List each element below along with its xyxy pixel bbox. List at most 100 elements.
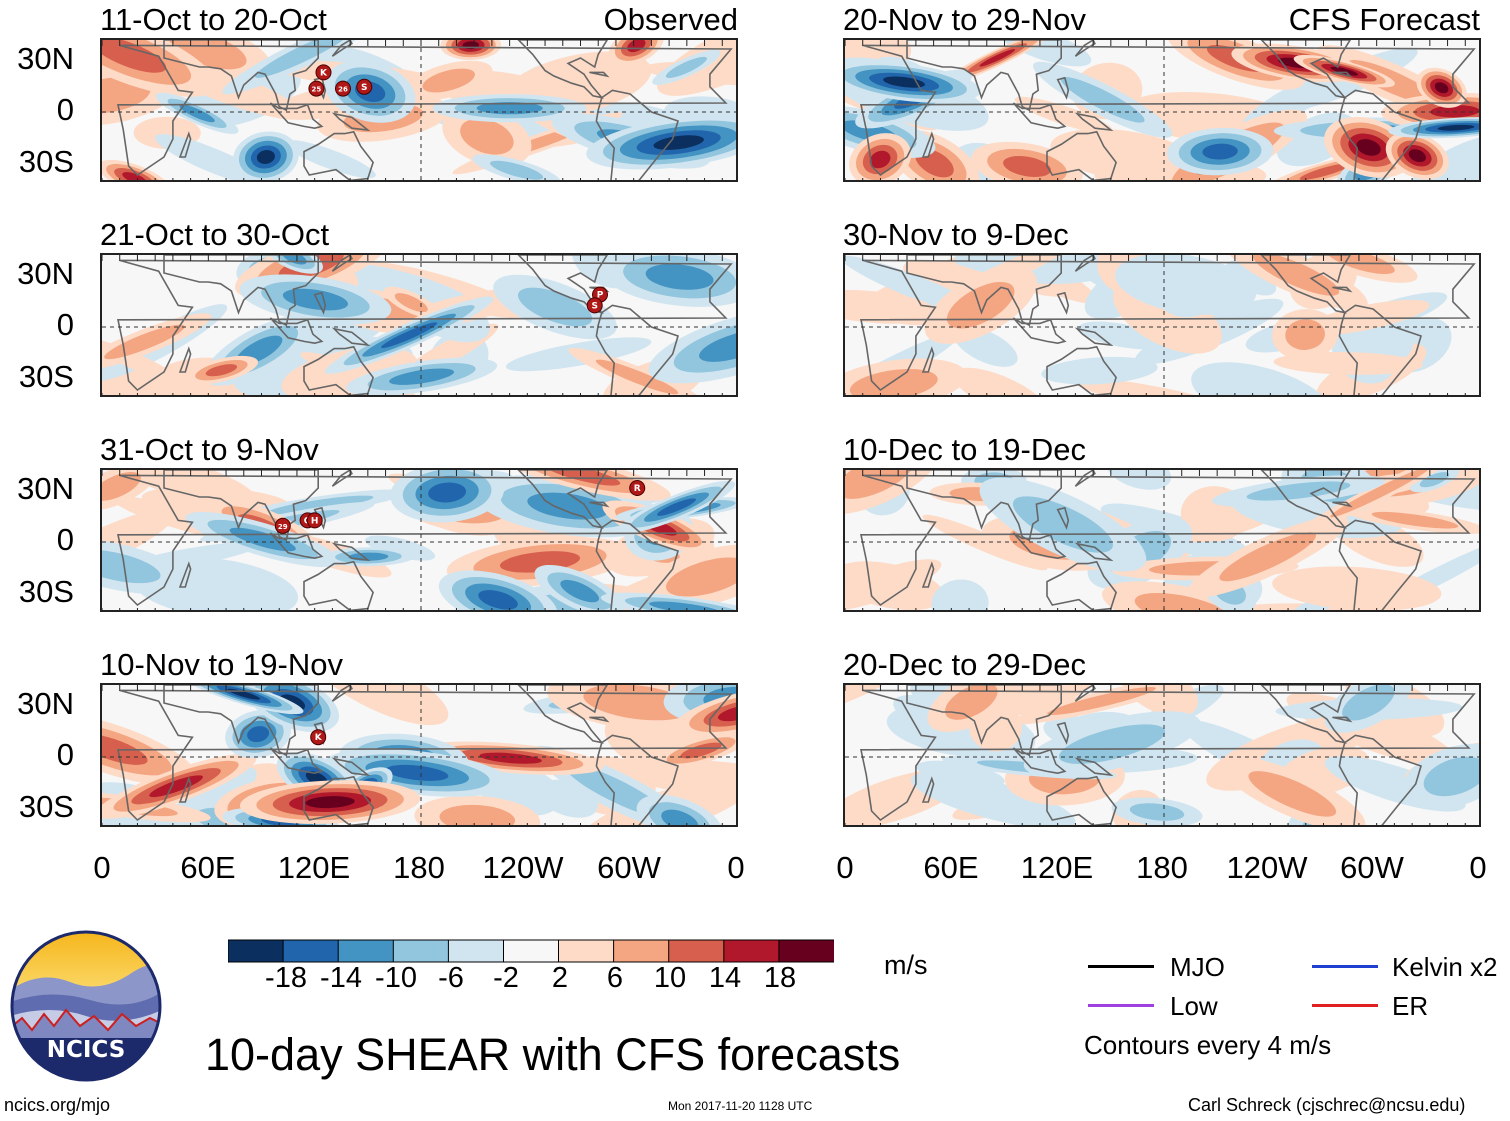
coastline [1332,716,1353,723]
shear-anomaly-contour [869,150,891,169]
coastline [1260,255,1352,314]
coastline [1012,317,1067,345]
footer-url[interactable]: ncics.org/mjo [4,1095,111,1115]
coastline [860,474,1476,607]
x-tick: 60W [597,850,661,885]
map-fcst-4 [843,683,1481,827]
coastline [331,112,371,132]
panel-title-obs-1: 11-Oct to 20-Oct [100,2,327,37]
coastline [303,130,374,180]
colorbar-tick: -14 [320,962,362,994]
coastline [906,470,1062,542]
shear-anomaly-contour [1330,66,1359,76]
coastline [1074,40,1096,57]
x-tick: 120W [1226,850,1308,885]
y-tick-30n: 30N [17,256,74,291]
shear-anomaly-contour [102,362,210,395]
y-tick-30s: 30S [18,144,74,179]
shear-anomaly-contour [229,527,296,552]
y-tick-30n: 30N [17,471,74,506]
tropical-cyclone-marker: S [356,78,373,95]
shear-anomaly-contour [849,368,938,395]
shear-anomaly-contour [428,482,467,503]
shear-anomaly-contour [256,150,275,164]
coastline [178,131,192,158]
shear-anomaly-contour [460,118,514,155]
tropical-cyclone-marker: R [629,480,646,496]
coastline [906,255,1062,327]
shear-anomaly-contour [1115,255,1257,315]
coastline [1012,532,1067,560]
panel-title-fcst-2: 30-Nov to 9-Dec [843,217,1069,252]
shear-anomaly-contour [179,104,215,123]
y-tick-eq: 0 [56,92,74,127]
coastline [595,89,679,180]
tropical-cyclone-marker: 26 [335,80,351,97]
shear-anomaly-contour [680,742,722,759]
footer-author: Carl Schreck (cjschrec@ncsu.edu) [1188,1095,1466,1115]
coastline [1074,685,1096,702]
coastline [589,716,610,723]
colorbar-swatch [392,939,450,963]
tropical-cyclone-marker: H [306,512,323,529]
colorbar-swatch [668,939,725,963]
shear-anomaly-contour [645,264,714,290]
shear-anomaly-contour [1299,163,1351,180]
tropical-cyclone-marker: 29 [274,517,291,534]
shear-anomaly-contour [102,549,161,584]
coastline [1260,685,1352,744]
coastline [1046,775,1117,825]
coastline [1056,291,1070,315]
coastline [269,747,324,775]
shear-anomaly-contour [595,359,679,395]
storm-label: 26 [338,86,348,94]
shear-anomaly-contour [980,685,1095,716]
shear-anomaly-contour [1219,532,1316,582]
coastline [163,685,319,757]
coastline [595,519,679,610]
colorbar-swatch [778,939,834,963]
shear-anomaly-contour [656,498,697,516]
y-tick-30s: 30S [18,574,74,609]
map-fcst-3 [843,468,1481,612]
coastline [331,327,371,347]
y-tick-eq: 0 [56,307,74,342]
coastline [1338,734,1422,825]
x-tick: 60E [923,850,979,885]
storm-label: 25 [312,86,322,94]
shear-anomaly-contour [1246,481,1351,501]
coastline [1260,470,1352,529]
shear-anomaly-contour [1356,139,1381,156]
coastline [1046,345,1117,395]
coastline [331,470,353,487]
coastline [178,346,192,373]
colorbar-tick: -2 [493,962,519,994]
coastline [331,542,371,562]
y-tick-30s: 30S [18,789,74,824]
x-tick: 0 [836,850,854,885]
legend-label-mjo: MJO [1170,952,1225,982]
shear-anomaly-contour [313,685,449,726]
colorbar-tick: 18 [763,962,797,994]
shear-anomaly-contour [422,68,475,93]
shear-anomaly-contour [845,685,915,716]
y-tick-30s: 30S [18,359,74,394]
tropical-cyclone-marker: 25 [308,80,325,97]
shear-anomaly-contour [476,102,543,115]
coastline [1056,76,1070,100]
coastline [921,776,935,803]
column-label-cfs-forecast: CFS Forecast [1288,2,1480,37]
shear-anomaly-contour [1225,260,1277,296]
colorbar-swatch [282,939,340,963]
shear-anomaly-contour [102,472,141,501]
panel-title-obs-4: 10-Nov to 19-Nov [100,647,343,682]
colorbar-tick: -18 [265,962,307,994]
coastline [178,776,192,803]
shear-anomaly-contour [479,752,542,764]
coastline [1260,40,1352,99]
colorbar-tick: 14 [708,962,742,994]
colorbar-units: m/s [884,950,928,980]
legend-line-kelvin [1312,965,1378,968]
shear-anomaly-contour [122,172,147,180]
shear-anomaly-contour [699,329,736,362]
